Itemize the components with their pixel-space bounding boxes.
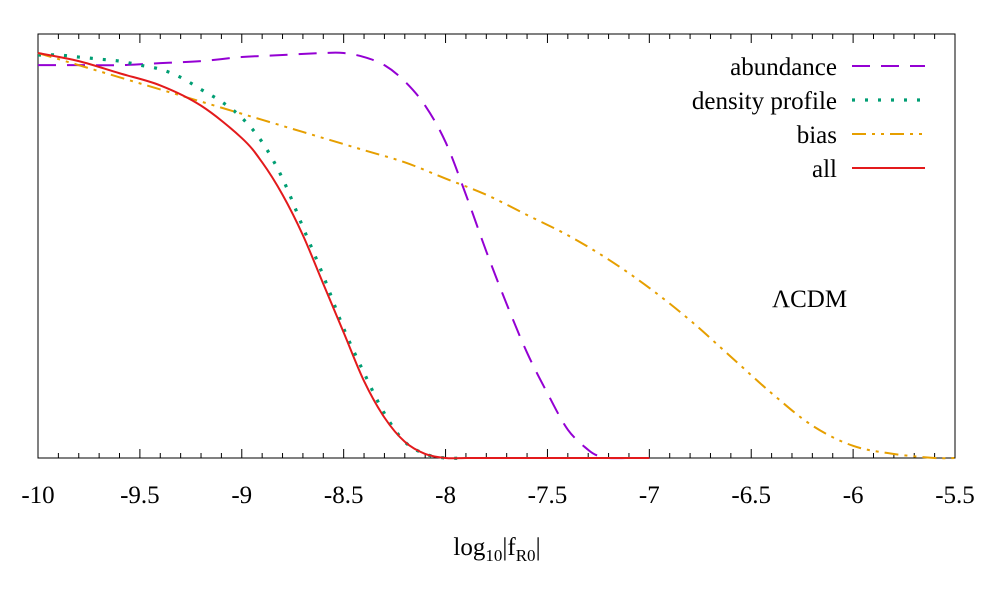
- legend-label: density profile: [692, 88, 837, 115]
- series-line-abundance: [37, 51, 650, 460]
- x-axis-title-sub2: R0: [516, 546, 536, 565]
- x-tick-label: -9.5: [120, 482, 160, 509]
- x-axis-title: log10|fR0|: [453, 534, 540, 565]
- x-tick-label: -7.5: [528, 482, 568, 509]
- x-tick-label: -6: [843, 482, 864, 509]
- x-tick-label: -8: [435, 482, 456, 509]
- x-axis-title-main: log: [453, 534, 485, 561]
- legend: abundance density profile bias all: [692, 54, 925, 183]
- x-axis-title-end: |: [536, 534, 541, 561]
- series-line-density-profile: [37, 53, 466, 460]
- series-line-bias: [37, 52, 956, 460]
- series-line-all: [37, 52, 650, 460]
- x-axis-title-sub: 10: [485, 546, 502, 565]
- x-tick-label: -8.5: [324, 482, 364, 509]
- x-tick-label: -10: [21, 482, 54, 509]
- x-axis-title-mid: |f: [502, 534, 516, 561]
- legend-label: bias: [797, 122, 837, 149]
- legend-label: all: [812, 156, 837, 183]
- legend-label: abundance: [730, 54, 837, 81]
- lcdm-annotation: ΛCDM: [772, 286, 847, 313]
- series-group: [37, 51, 956, 460]
- x-tick-label: -5.5: [935, 482, 975, 509]
- x-tick-label: -7: [639, 482, 660, 509]
- x-tick-label: -9: [231, 482, 252, 509]
- x-tick-label: -6.5: [731, 482, 771, 509]
- x-ticks: -10 -9.5 -9 -8.5 -8 -7.5 -7 -6.5 -6 -5.5: [21, 34, 975, 509]
